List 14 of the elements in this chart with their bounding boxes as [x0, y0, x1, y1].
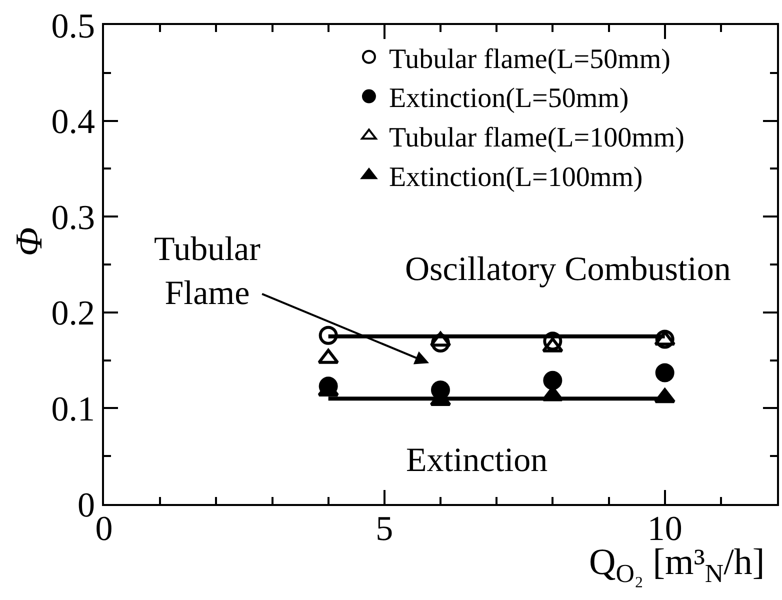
legend-label: Extinction(L=100mm)	[388, 162, 643, 194]
x-tick-label: 5	[376, 509, 394, 548]
y-axis-title: Φ	[8, 227, 50, 256]
y-tick-label: 0.5	[51, 6, 95, 46]
y-tick-label: 0.2	[51, 294, 95, 333]
legend-label: Tubular flame(L=50mm)	[388, 44, 670, 75]
legend-label: Extinction(L=50mm)	[388, 83, 629, 114]
annotation: Oscillatory Combustion	[405, 251, 731, 288]
y-tick-label: 0.4	[51, 102, 95, 142]
y-tick-label: 0.3	[51, 198, 95, 237]
annotation: Extinction	[406, 442, 548, 479]
annotation: Tubular Flame	[154, 231, 262, 312]
y-tick-label: 0.1	[51, 389, 95, 428]
legend-label: Tubular flame(L=100mm)	[388, 122, 684, 154]
